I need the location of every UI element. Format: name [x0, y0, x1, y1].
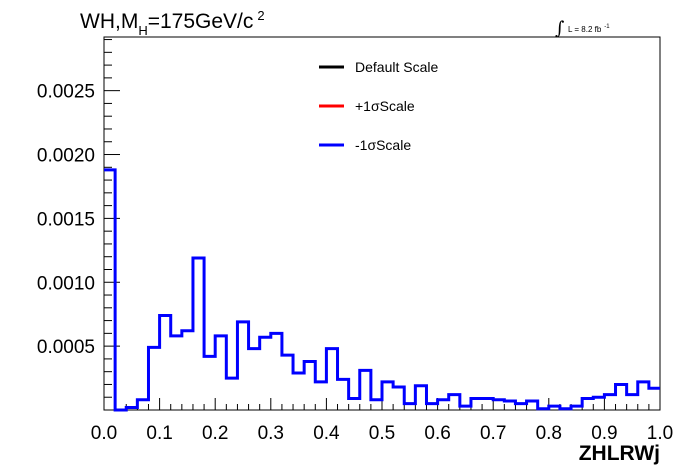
legend-label: -1σScale	[355, 137, 411, 153]
y-tick-label: 0.0010	[37, 273, 95, 294]
y-axis-tick-labels: 0.0005 0.0010 0.0015 0.0020 0.0025	[37, 82, 95, 358]
legend-label: Default Scale	[355, 59, 438, 75]
y-tick-label: 0.0015	[37, 209, 95, 230]
x-tick-label: 0.9	[591, 423, 617, 444]
x-axis-title: ZHLRWj	[579, 442, 660, 465]
x-tick-label: 0.6	[424, 423, 450, 444]
x-tick-label: 0.0	[91, 423, 117, 444]
y-tick-label: 0.0020	[37, 146, 95, 167]
x-tick-label: 0.8	[536, 423, 562, 444]
luminosity-label: L = 8.2 fb -1	[568, 24, 610, 34]
plot-title: WH,MH=175GeV/c 2	[80, 8, 265, 38]
x-tick-label: 0.4	[313, 423, 340, 444]
series-line	[104, 168, 660, 412]
x-tick-label: 0.2	[202, 423, 228, 444]
x-tick-label: 0.7	[480, 423, 506, 444]
plot-title-subscript: H	[138, 23, 147, 38]
x-tick-label: 0.3	[258, 423, 284, 444]
legend: Default Scale +1σScale -1σScale	[319, 59, 438, 153]
integral-icon: ∫	[555, 18, 565, 39]
luminosity-superscript: -1	[604, 24, 610, 30]
x-tick-label: 0.5	[369, 423, 395, 444]
plot-title-value: =175GeV/c	[148, 10, 254, 33]
x-tick-label: 0.1	[146, 423, 172, 444]
y-tick-label: 0.0025	[37, 82, 95, 103]
series-layer	[104, 168, 660, 412]
x-axis-tick-labels: 0.0 0.1 0.2 0.3 0.4 0.5 0.6 0.7 0.8 0.9 1.0	[91, 423, 673, 444]
x-tick-label: 1.0	[647, 423, 673, 444]
plot-title-superscript: 2	[257, 8, 264, 23]
legend-label: +1σScale	[355, 98, 415, 114]
y-axis-ticks	[104, 39, 120, 398]
y-tick-label: 0.0005	[37, 337, 95, 358]
